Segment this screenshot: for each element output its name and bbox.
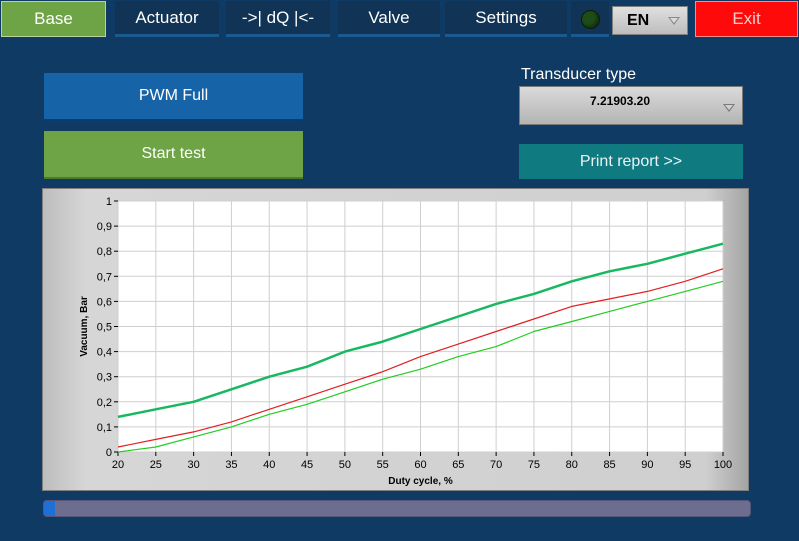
progress-bar [43,500,751,517]
y-tick-label: 0,2 [97,397,112,409]
x-tick-label: 75 [528,459,540,471]
y-tick-label: 0,1 [97,422,112,434]
language-select[interactable]: EN [612,6,688,35]
exit-button[interactable]: Exit [695,1,798,37]
tab-bar: Base Actuator ->| dQ |<- Valve Settings … [0,0,799,40]
pwm-full-button[interactable]: PWM Full [44,73,303,121]
x-tick-label: 70 [490,459,502,471]
x-tick-label: 35 [225,459,237,471]
y-tick-label: 0,3 [97,372,112,384]
transducer-type-select[interactable]: 7.21903.20 [519,86,743,125]
transducer-type-label: Transducer type [521,66,637,83]
y-tick-label: 0,7 [97,271,112,283]
tab-settings[interactable]: Settings [445,1,567,37]
y-tick-label: 0,8 [97,246,112,258]
tab-actuator[interactable]: Actuator [115,1,219,37]
x-tick-label: 60 [414,459,426,471]
y-tick-label: 0,6 [97,296,112,308]
x-tick-label: 90 [641,459,653,471]
y-tick-label: 0,9 [97,221,112,233]
tab-dq[interactable]: ->| dQ |<- [226,1,330,37]
print-report-button[interactable]: Print report >> [519,144,743,179]
chevron-down-icon [723,104,735,112]
tab-base[interactable]: Base [1,1,106,37]
series-line-1 [117,268,724,448]
start-test-button[interactable]: Start test [44,131,303,179]
status-led [581,10,600,29]
chevron-down-icon [668,17,680,25]
x-tick-label: 55 [377,459,389,471]
series-line-0 [117,242,724,419]
x-tick-label: 95 [679,459,691,471]
y-tick-label: 1 [106,196,112,208]
x-tick-label: 20 [112,459,124,471]
x-tick-label: 65 [452,459,464,471]
x-tick-label: 40 [263,459,275,471]
x-tick-label: 80 [566,459,578,471]
transducer-type-value: 7.21903.20 [589,94,651,108]
y-axis-label: Vacuum, Bar [79,296,90,357]
y-tick-label: 0 [106,447,112,459]
y-tick-label: 0,5 [97,322,112,334]
chart-svg: 20 25 30 35 40 45 50 55 60 65 70 75 80 85 90 95 100 0 0,1 0… [79,196,732,487]
y-tick-label: 0,4 [97,347,112,359]
tab-valve[interactable]: Valve [338,1,440,37]
x-tick-label: 25 [150,459,162,471]
x-tick-label: 100 [714,459,732,471]
series-line-2 [117,280,724,453]
vacuum-chart: 20 25 30 35 40 45 50 55 60 65 70 75 80 85 90 95 100 0 0,1 0… [42,188,749,491]
x-tick-label: 50 [339,459,351,471]
language-value: EN [627,12,650,29]
status-indicator [571,1,609,37]
x-tick-label: 45 [301,459,313,471]
x-tick-label: 85 [603,459,615,471]
x-tick-label: 30 [188,459,200,471]
x-axis-label: Duty cycle, % [388,476,453,487]
progress-fill [44,501,55,516]
